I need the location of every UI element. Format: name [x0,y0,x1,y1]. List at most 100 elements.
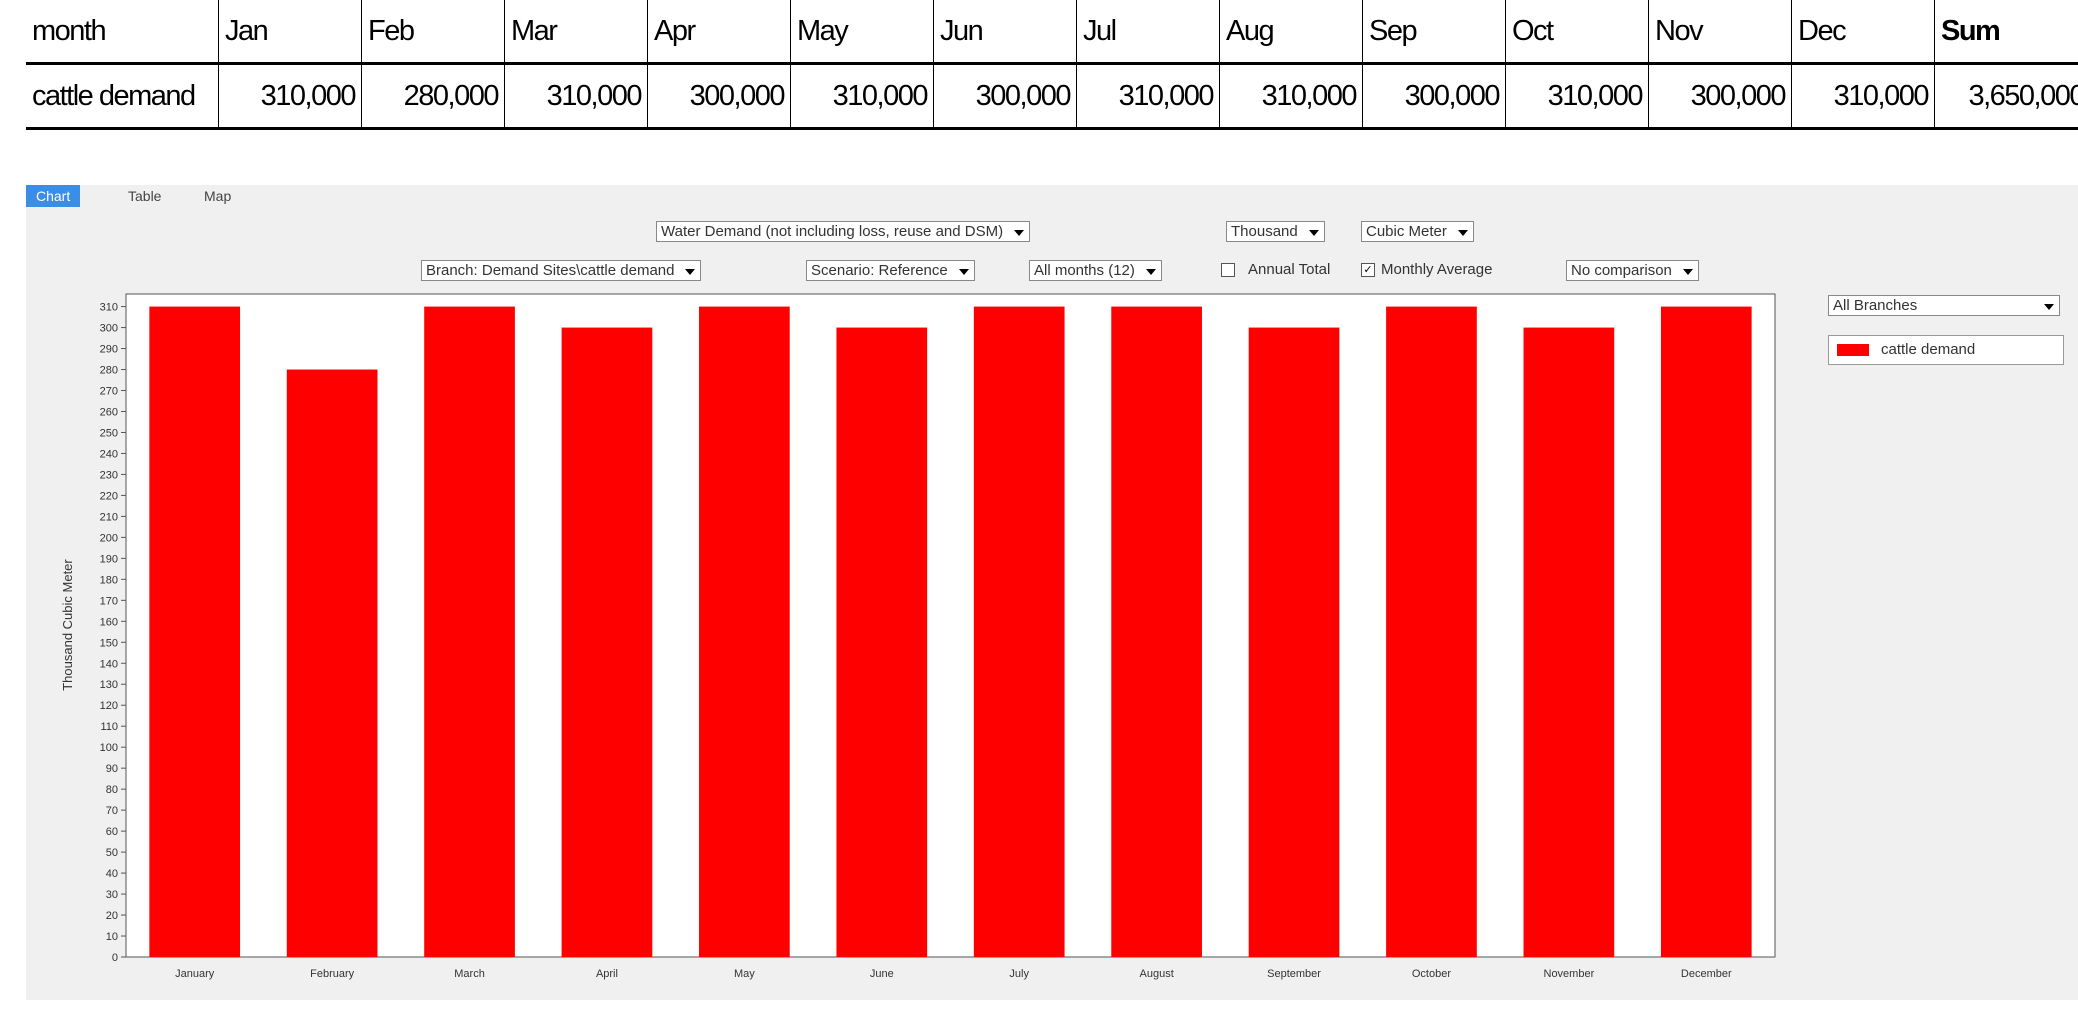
table-cell: May [790,0,934,65]
x-tick-label: November [1544,968,1595,980]
y-tick-label: 250 [100,427,118,439]
table-cell: 280,000 [361,63,505,130]
y-tick-label: 210 [100,511,118,523]
y-tick-label: 200 [100,532,118,544]
checkbox-label: Monthly Average [1381,261,1493,278]
x-tick-label: October [1412,968,1451,980]
y-tick-label: 230 [100,469,118,481]
table-cell: 300,000 [933,63,1077,130]
table-cell: Sep [1362,0,1506,65]
bar [1660,306,1752,957]
dropdown[interactable]: Thousand [1226,221,1325,242]
y-tick-label: 110 [100,721,118,733]
x-tick-label: May [734,968,755,980]
dropdown[interactable]: No comparison [1566,260,1699,281]
bar [149,306,241,957]
bar [1386,306,1477,957]
table-cell: 310,000 [504,63,648,130]
y-tick-label: 90 [106,763,118,775]
x-tick-label: August [1140,968,1174,980]
table-cell: 310,000 [1505,63,1649,130]
dropdown[interactable]: Branch: Demand Sites\cattle demand [421,260,702,281]
table-cell: Apr [647,0,791,65]
x-tick-label: February [310,968,355,980]
x-tick-label: June [870,968,894,980]
table-cell: Jul [1076,0,1220,65]
table-cell: Sum [1934,0,2078,65]
x-tick-label: September [1267,968,1321,980]
table-cell: 310,000 [790,63,934,130]
table-cell: 310,000 [1791,63,1935,130]
dropdown[interactable]: Cubic Meter [1361,221,1474,242]
table-cell: Nov [1648,0,1792,65]
legend: cattle demand [1828,335,2064,365]
table-cell: month [26,0,219,65]
bar [699,306,790,957]
y-tick-label: 120 [100,700,118,712]
legend-swatch [1837,344,1869,356]
y-tick-label: 160 [100,616,118,628]
dropdown[interactable]: Water Demand (not including loss, reuse … [656,221,1031,242]
bar [424,306,515,957]
dropdown[interactable]: All months (12) [1029,260,1162,281]
y-tick-label: 260 [100,406,118,418]
table-cell: 300,000 [647,63,791,130]
y-tick-label: 80 [106,784,118,796]
y-tick-label: 40 [106,868,118,880]
y-tick-label: 170 [100,595,118,607]
checkbox-label: Annual Total [1248,261,1331,278]
y-tick-label: 10 [106,931,118,943]
y-tick-label: 300 [100,323,118,335]
tab[interactable]: Table [128,188,162,204]
y-tick-label: 270 [100,386,118,398]
y-tick-label: 130 [100,679,118,691]
y-tick-label: 240 [100,448,118,460]
table-cell: 300,000 [1648,63,1792,130]
data-table: month Jan Feb Mar Apr May Jun Jul Aug Sep Oct Nov De… [26,0,2078,130]
tab[interactable]: Chart [26,185,81,207]
y-tick-label: 0 [112,952,118,964]
table-cell: Dec [1791,0,1935,65]
table-cell: Mar [504,0,648,65]
tab[interactable]: Map [204,188,232,204]
y-tick-label: 190 [100,553,118,565]
table-cell: cattle demand [26,63,219,130]
table-cell: 310,000 [218,63,362,130]
x-tick-label: July [1009,968,1029,980]
table-cell: 310,000 [1076,63,1220,130]
y-tick-label: 70 [106,805,118,817]
table-cell: 310,000 [1219,63,1363,130]
y-tick-label: 140 [100,658,118,670]
checkbox-checked[interactable]: ✓ [1361,263,1375,277]
y-tick-label: 20 [106,910,118,922]
bar [973,306,1065,957]
bar [561,327,653,958]
bar [836,327,928,958]
y-tick-label: 30 [106,889,118,901]
plot-area [125,293,1776,958]
bar [1248,327,1340,958]
x-tick-label: March [454,968,485,980]
dropdown[interactable]: All Branches [1828,295,2060,316]
table-cell: Oct [1505,0,1649,65]
table-row: month Jan Feb Mar Apr May Jun Jul Aug Sep Oct Nov De… [26,0,2078,65]
table-cell: 300,000 [1362,63,1506,130]
bar [1523,327,1615,958]
y-tick-label: 280 [100,365,118,377]
x-tick-label: April [596,968,618,980]
bar [286,369,378,958]
y-axis-label: Thousand Cubic Meter [60,559,75,691]
y-tick-label: 310 [100,302,118,314]
y-tick-label: 50 [106,847,118,859]
table-cell: Jan [218,0,362,65]
y-tick-label: 180 [100,574,118,586]
legend-label: cattle demand [1881,341,1976,358]
table-row: cattle demand 310,000 280,000 310,000 300,00… [26,63,2078,130]
y-tick-label: 100 [100,742,118,754]
dropdown[interactable]: Scenario: Reference [806,260,975,281]
y-tick-label: 60 [106,826,118,838]
table-cell: 3,650,000 [1934,63,2078,130]
checkbox[interactable] [1221,263,1235,277]
